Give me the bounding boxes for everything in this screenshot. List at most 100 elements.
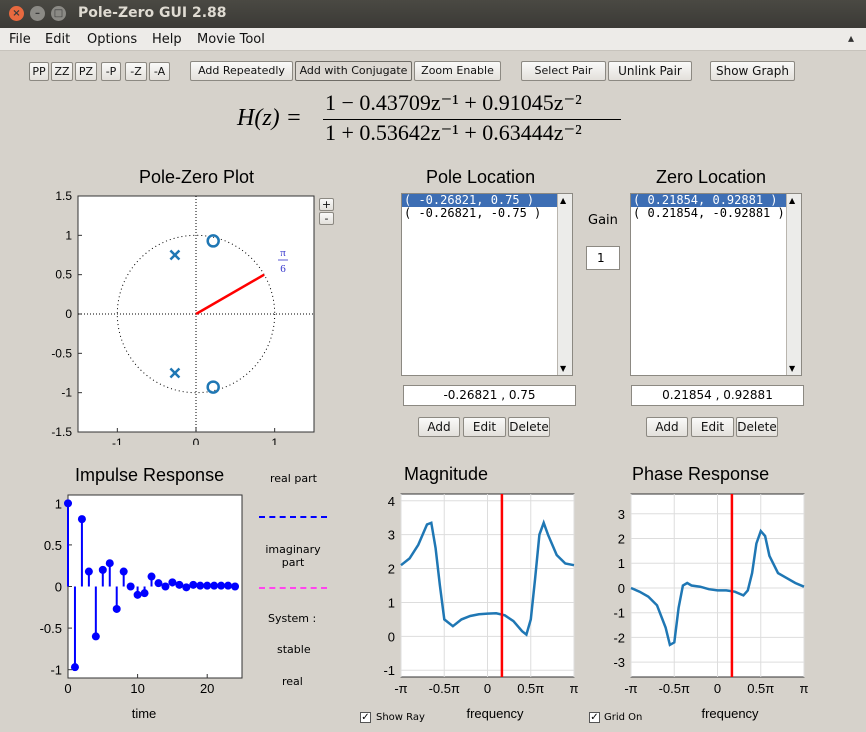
scroll-up-icon[interactable]: ▲ <box>789 196 796 205</box>
scroll-up-icon[interactable]: ▲ <box>560 196 567 205</box>
zoom-out-button[interactable]: - <box>319 212 334 225</box>
x-tick-label: π <box>800 681 809 696</box>
zero-edit-button[interactable]: Edit <box>691 417 734 437</box>
system-label: System : <box>268 612 317 625</box>
scroll-down-icon[interactable]: ▼ <box>789 364 796 373</box>
fraction-bar <box>323 119 621 120</box>
impulse-stem <box>189 580 198 589</box>
impulse-stem <box>182 583 191 592</box>
zero-add-button[interactable]: Add <box>646 417 688 437</box>
ray-angle-den: 6 <box>280 263 286 275</box>
y-tick-label: -3 <box>613 655 625 670</box>
menu-options[interactable]: Options <box>87 32 138 47</box>
menu-edit[interactable]: Edit <box>45 32 71 47</box>
impulse-stem <box>91 586 100 641</box>
phase-curve <box>630 528 805 647</box>
phase-grid: -π -0.5π 0 0.5π π 3 2 1 0 -1 -2 -3 <box>613 494 809 696</box>
impulse-stem <box>168 578 177 587</box>
close-button[interactable]: × <box>9 6 24 21</box>
x-tick-label: -1 <box>112 436 123 445</box>
add-pole-pair-button[interactable]: PP <box>29 62 49 81</box>
x-tick-label: 0 <box>484 681 491 696</box>
system-real: real <box>282 675 303 688</box>
y-tick-label: 4 <box>388 494 395 509</box>
remove-zero-button[interactable]: -Z <box>125 62 147 81</box>
transfer-function-lhs: H(z) = <box>237 105 302 131</box>
zero-list-item[interactable]: ( 0.21854, -0.92881 ) <box>633 206 785 220</box>
impulse-stem <box>119 567 128 587</box>
pole-value-field[interactable]: -0.26821 , 0.75 <box>403 385 576 406</box>
pole-list-item[interactable]: ( -0.26821, 0.75 ) <box>402 194 572 207</box>
y-tick-label: 0 <box>618 581 625 596</box>
menu-movie-tool[interactable]: Movie Tool <box>197 32 265 47</box>
select-pair-button[interactable]: Select Pair <box>521 61 606 81</box>
zoom-in-button[interactable]: + <box>319 198 334 211</box>
legend-imag-label: imaginary part <box>265 543 321 569</box>
pole-list-scrollbar[interactable]: ▲ ▼ <box>557 194 572 375</box>
phase-title: Phase Response <box>632 464 770 484</box>
y-tick-label: 2 <box>388 562 395 577</box>
transfer-function-denominator: 1 + 0.53642z⁻¹ + 0.63444z⁻² <box>325 120 582 145</box>
menu-file[interactable]: File <box>9 32 31 47</box>
magnitude-grid: -π -0.5π 0 0.5π π 4 3 2 1 0 -1 <box>383 494 578 696</box>
unit-circle <box>116 234 276 394</box>
pole-edit-button[interactable]: Edit <box>463 417 506 437</box>
pole-zero-plot[interactable]: -1 0 1 1.5 1 0.5 0 -0.5 -1 -1.5 π 6 <box>40 190 330 445</box>
impulse-stem <box>196 581 205 590</box>
add-repeatedly-button[interactable]: Add Repeatedly <box>190 61 293 81</box>
pole-list[interactable]: ( -0.26821, 0.75 ) ( -0.26821, -0.75 ) ▲… <box>401 193 573 376</box>
maximize-button[interactable]: □ <box>51 6 66 21</box>
impulse-stem <box>147 572 156 587</box>
pole-zero-plot-title: Pole-Zero Plot <box>139 167 255 187</box>
impulse-plot: 0 10 20 1 0.5 0 -0.5 -1 time <box>40 494 243 721</box>
grid-on-checkbox[interactable]: ✓ <box>589 712 600 723</box>
pole-list-item[interactable]: ( -0.26821, -0.75 ) <box>404 206 542 220</box>
pole-delete-button[interactable]: Delete <box>508 417 550 437</box>
y-tick-label: 0 <box>65 307 72 321</box>
y-tick-label: 1 <box>618 556 625 571</box>
impulse-title: Impulse Response <box>75 465 225 485</box>
magnitude-title: Magnitude <box>404 464 489 484</box>
zero-marker[interactable] <box>206 380 220 394</box>
impulse-stem <box>84 567 93 587</box>
y-tick-label: 0.5 <box>55 268 72 282</box>
minimize-button[interactable]: – <box>30 6 45 21</box>
y-tick-label: 1.5 <box>55 190 72 203</box>
scroll-down-icon[interactable]: ▼ <box>560 364 567 373</box>
impulse-stem <box>64 499 72 587</box>
zero-list-scrollbar[interactable]: ▲ ▼ <box>786 194 801 375</box>
pole-marker[interactable] <box>169 367 181 379</box>
unlink-pair-button[interactable]: Unlink Pair <box>608 61 692 81</box>
impulse-stem <box>70 586 79 672</box>
impulse-stem <box>126 582 135 591</box>
zero-delete-button[interactable]: Delete <box>736 417 778 437</box>
zero-marker[interactable] <box>206 234 220 248</box>
zero-list[interactable]: ( 0.21854, 0.92881 ) ( 0.21854, -0.92881… <box>630 193 802 376</box>
x-tick-label: 1 <box>271 436 278 445</box>
show-graph-button[interactable]: Show Graph <box>710 61 795 81</box>
pole-marker[interactable] <box>169 249 181 261</box>
x-tick-label: π <box>570 681 579 696</box>
y-tick-label: 2 <box>618 532 625 547</box>
menu-expand-icon[interactable]: ▴ <box>848 31 855 45</box>
frequency-ray[interactable] <box>195 273 265 316</box>
pole-add-button[interactable]: Add <box>418 417 460 437</box>
remove-pole-button[interactable]: -P <box>101 62 121 81</box>
add-with-conjugate-button[interactable]: Add with Conjugate <box>295 61 412 81</box>
gain-field[interactable]: 1 <box>586 246 620 270</box>
remove-all-button[interactable]: -A <box>149 62 170 81</box>
pole-zero-marks <box>169 234 220 394</box>
zero-list-item[interactable]: ( 0.21854, 0.92881 ) <box>631 194 801 207</box>
zoom-enable-button[interactable]: Zoom Enable <box>414 61 501 81</box>
show-ray-checkbox[interactable]: ✓ <box>360 712 371 723</box>
add-pole-zero-button[interactable]: PZ <box>75 62 97 81</box>
y-tick-label: 0.5 <box>44 538 62 553</box>
x-tick-label: 10 <box>130 681 144 696</box>
menu-help[interactable]: Help <box>152 32 182 47</box>
x-tick-label: -0.5π <box>659 681 690 696</box>
legend-real-line <box>259 516 327 518</box>
y-tick-label: -0.5 <box>51 346 72 360</box>
zero-value-field[interactable]: 0.21854 , 0.92881 <box>631 385 804 406</box>
impulse-stem <box>77 515 86 587</box>
add-zero-pair-button[interactable]: ZZ <box>51 62 73 81</box>
